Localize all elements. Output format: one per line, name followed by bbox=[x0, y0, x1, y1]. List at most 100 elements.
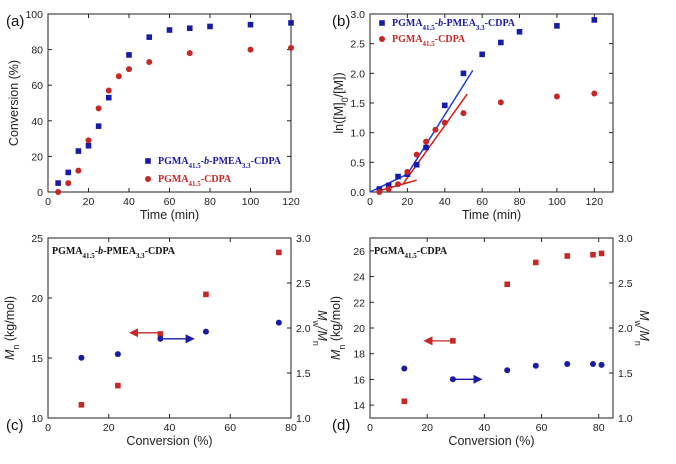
data-point-circle bbox=[247, 46, 254, 53]
right-tick-label: 2.0 bbox=[296, 323, 311, 335]
y-tick-label: 100 bbox=[25, 9, 43, 21]
data-point-square bbox=[65, 169, 72, 176]
panel-label-a: (a) bbox=[6, 13, 24, 30]
x-tick-label: 40 bbox=[123, 196, 135, 208]
data-point-circle bbox=[413, 151, 420, 158]
y-tick-label: 20 bbox=[31, 293, 43, 305]
data-point-square bbox=[276, 249, 282, 256]
data-point-circle bbox=[423, 138, 430, 145]
label-mid: -CDPA bbox=[435, 34, 466, 45]
data-point-circle bbox=[115, 73, 122, 80]
data-point-circle bbox=[75, 167, 82, 174]
ylabel-part: /[M]) bbox=[332, 72, 346, 97]
x-tick-label: 40 bbox=[439, 196, 451, 208]
x-tick-label: 100 bbox=[242, 196, 260, 208]
label-base: PGMA bbox=[52, 246, 83, 257]
ylabel-subscript: n bbox=[11, 345, 21, 350]
y-axis-label: ln([M]0/[M]) bbox=[332, 72, 350, 133]
label-block-b: b bbox=[98, 246, 103, 257]
y-tick-label: 1.0 bbox=[350, 128, 365, 140]
ylabel-symbol: M bbox=[3, 349, 17, 360]
y-tick-label: 0.0 bbox=[350, 187, 365, 199]
panel-c: 0 20 40 60 80 10 15 20 25 1.0 1.5 2.0 2.5 3.0 (c) Conve… bbox=[3, 233, 329, 448]
data-point-square bbox=[146, 34, 153, 40]
label-subscript: 41.5 bbox=[423, 24, 436, 32]
label-mid: -PMEA bbox=[443, 18, 477, 29]
y-tick-label: 0.5 bbox=[350, 157, 365, 169]
label-tail: -CDPA bbox=[485, 18, 516, 29]
data-point-square bbox=[166, 27, 173, 33]
data-point-square bbox=[504, 281, 511, 288]
fit-line bbox=[403, 93, 468, 184]
label-tail: -CDPA bbox=[251, 156, 282, 167]
data-point-circle bbox=[105, 87, 112, 94]
data-point-circle bbox=[65, 180, 72, 187]
ylabel-unit: (kg/mol) bbox=[3, 296, 17, 345]
y-tick-label: 3.0 bbox=[350, 9, 365, 21]
right-tick-label: 3.0 bbox=[296, 233, 311, 245]
panel-title: PGMA41.5-CDPA bbox=[374, 246, 448, 260]
data-point-circle bbox=[598, 361, 605, 368]
label-subscript: 41.5 bbox=[405, 252, 418, 260]
data-point-square bbox=[95, 123, 102, 129]
ylabel-symbol: /M bbox=[315, 326, 329, 341]
data-point-circle bbox=[55, 189, 62, 195]
y-tick-label: 2.0 bbox=[350, 68, 365, 80]
y-tick-label: 1.5 bbox=[350, 98, 365, 110]
data-point-circle bbox=[385, 186, 392, 193]
y-tick-label: 16 bbox=[353, 374, 365, 386]
label-base: PGMA bbox=[158, 174, 189, 185]
x-tick-label: 20 bbox=[103, 422, 115, 434]
x-tick-label: 0 bbox=[367, 422, 373, 434]
label-base: PGMA bbox=[392, 18, 423, 29]
ylabel-part: ln([M] bbox=[332, 102, 346, 133]
legend-marker bbox=[145, 158, 151, 164]
right-tick-label: 1.5 bbox=[618, 368, 633, 380]
x-tick-label: 80 bbox=[285, 422, 297, 434]
label-subscript: 3.3 bbox=[136, 252, 145, 260]
legend-entry: PGMA41.5-CDPA bbox=[392, 34, 466, 48]
data-point-square bbox=[78, 402, 85, 408]
data-point-circle bbox=[126, 66, 132, 73]
data-point-circle bbox=[157, 335, 164, 342]
x-tick-label: 0 bbox=[367, 196, 373, 208]
data-point-circle bbox=[395, 181, 402, 188]
label-subscript: 3.3 bbox=[242, 162, 251, 170]
data-point-square bbox=[85, 142, 92, 149]
plot-frame bbox=[47, 237, 292, 419]
panel-label-c: (c) bbox=[6, 417, 24, 434]
y-tick-label: 26 bbox=[353, 246, 365, 258]
data-point-square bbox=[288, 20, 294, 26]
data-point-square bbox=[590, 251, 596, 258]
y-tick-label: 2.5 bbox=[350, 39, 365, 51]
panel-d: 0 20 40 60 80 14 16 18 20 22 24 26 1.0 1.5 2.0 2.5 3.0 (d… bbox=[329, 233, 651, 448]
ylabel-symbol: M bbox=[329, 349, 343, 360]
data-point-circle bbox=[95, 105, 102, 112]
right-tick-label: 3.0 bbox=[618, 233, 633, 245]
data-point-square bbox=[591, 17, 598, 23]
right-tick-label: 1.0 bbox=[618, 413, 633, 425]
ylabel-subscript: w bbox=[311, 320, 321, 328]
y-tick-label: 0 bbox=[37, 187, 43, 199]
x-axis-label: Conversion (%) bbox=[448, 434, 534, 448]
data-point-square bbox=[598, 250, 605, 257]
data-point-square bbox=[423, 144, 429, 151]
legend-marker bbox=[379, 20, 385, 26]
data-point-square bbox=[203, 291, 209, 298]
ylabel-subscript: n bbox=[337, 345, 347, 350]
x-tick-label: 100 bbox=[548, 196, 566, 208]
data-point-circle bbox=[186, 50, 193, 57]
x-tick-label: 80 bbox=[204, 196, 216, 208]
x-tick-label: 40 bbox=[164, 422, 176, 434]
x-tick-label: 60 bbox=[476, 196, 488, 208]
data-point-circle bbox=[460, 110, 467, 117]
x-tick-label: 20 bbox=[83, 196, 95, 208]
right-axis-label: Mw/Mn bbox=[633, 310, 651, 346]
y-tick-label: 18 bbox=[353, 349, 365, 361]
y-tick-label: 20 bbox=[353, 323, 365, 335]
data-point-circle bbox=[441, 119, 448, 126]
x-axis-label: Time (min) bbox=[462, 208, 521, 222]
data-point-square bbox=[441, 102, 448, 109]
x-tick-label: 120 bbox=[586, 196, 604, 208]
y-tick-label: 24 bbox=[353, 272, 365, 284]
